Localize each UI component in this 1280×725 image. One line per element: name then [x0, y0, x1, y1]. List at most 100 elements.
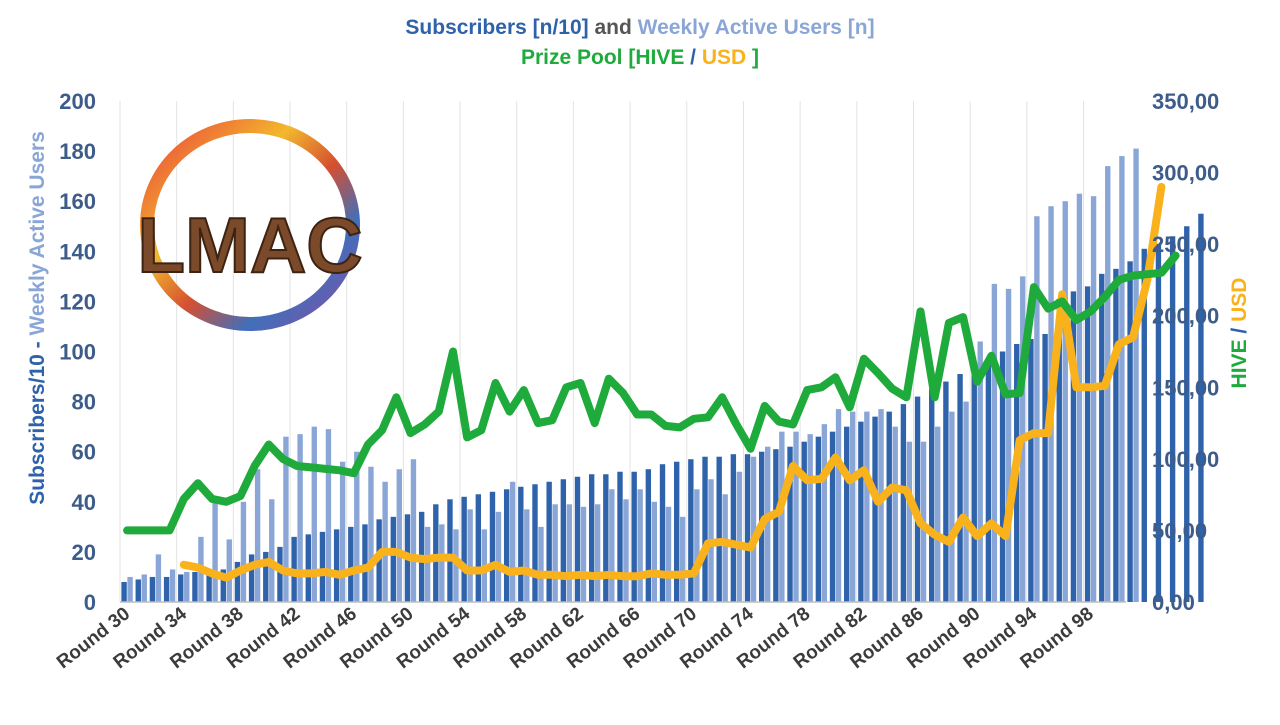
bar-weekly-active-users	[410, 459, 417, 602]
bar-weekly-active-users	[637, 489, 643, 602]
y-right-label-slash: /	[1228, 322, 1251, 340]
bar-weekly-active-users	[1034, 216, 1040, 603]
bar-weekly-active-users	[226, 539, 232, 602]
bar-subscribers	[673, 461, 680, 602]
bar-subscribers	[801, 441, 807, 602]
bar-weekly-active-users	[764, 446, 771, 602]
bar-subscribers	[390, 516, 396, 602]
bar-subscribers	[603, 474, 609, 602]
lmac-logo: LMAC	[136, 119, 364, 331]
bar-layer	[121, 148, 1204, 603]
y-left-label-wau: Weekly Active Users	[26, 131, 49, 335]
bar-weekly-active-users	[609, 489, 615, 602]
title-subscribers: Subscribers [n/10]	[405, 16, 588, 39]
bar-subscribers	[1056, 298, 1062, 602]
y-right-tick-label: 300,00	[1152, 161, 1219, 186]
title-usd: USD	[702, 46, 746, 69]
bar-subscribers	[121, 581, 127, 602]
bar-subscribers	[716, 456, 722, 602]
y-left-tick-label: 20	[72, 540, 96, 565]
bar-weekly-active-users	[850, 411, 856, 602]
lmac-logo-text: LMAC	[137, 201, 362, 289]
bar-subscribers	[489, 491, 496, 602]
bar-subscribers	[886, 411, 892, 602]
bar-subscribers	[730, 454, 737, 602]
bar-subscribers	[829, 431, 836, 602]
title-prize-pool: Prize Pool [	[521, 46, 635, 69]
bar-subscribers	[135, 579, 141, 602]
bar-subscribers	[447, 499, 453, 602]
bar-weekly-active-users	[169, 569, 176, 602]
bar-weekly-active-users	[1133, 148, 1139, 602]
bar-weekly-active-users	[538, 526, 544, 602]
bar-subscribers	[1113, 268, 1119, 602]
bar-weekly-active-users	[991, 283, 998, 602]
bar-subscribers	[1084, 286, 1091, 602]
lmac-ring-icon	[140, 119, 360, 331]
bar-subscribers	[1184, 226, 1190, 602]
bar-weekly-active-users	[878, 409, 884, 602]
bar-weekly-active-users	[694, 489, 700, 602]
bar-weekly-active-users	[467, 509, 473, 602]
bar-subscribers	[149, 576, 156, 602]
bar-subscribers	[333, 529, 340, 602]
y-left-tick-label: 100	[59, 340, 96, 365]
bar-subscribers	[319, 531, 326, 602]
bar-subscribers	[844, 426, 850, 602]
line-hive	[123, 251, 1180, 535]
bar-weekly-active-users	[623, 499, 629, 602]
bar-weekly-active-users	[977, 341, 983, 602]
bar-weekly-active-users	[1005, 288, 1012, 602]
bar-subscribers	[943, 381, 949, 602]
title-hive: HIVE	[635, 46, 684, 69]
bar-weekly-active-users	[382, 481, 388, 602]
y-left-tick-label: 160	[59, 189, 96, 214]
bar-subscribers	[178, 574, 184, 602]
bar-weekly-active-users	[1062, 201, 1068, 602]
y-axis-left-label: Subscribers/10 - Weekly Active Users	[26, 131, 49, 505]
bar-subscribers	[248, 554, 255, 602]
bar-subscribers	[659, 464, 666, 602]
bar-weekly-active-users	[779, 431, 785, 602]
line-layer	[123, 182, 1180, 582]
bar-subscribers	[461, 496, 467, 602]
bar-weekly-active-users	[906, 441, 913, 602]
y-right-label-hive: HIVE	[1228, 339, 1251, 388]
bar-subscribers	[744, 454, 751, 602]
bar-weekly-active-users	[1076, 193, 1083, 602]
y-left-tick-label: 60	[72, 440, 96, 465]
bar-weekly-active-users	[495, 511, 502, 602]
bar-weekly-active-users	[793, 431, 799, 602]
bar-weekly-active-users	[665, 506, 672, 602]
bar-subscribers	[914, 396, 921, 602]
bar-weekly-active-users	[892, 426, 898, 602]
bar-subscribers	[546, 481, 552, 602]
bar-weekly-active-users	[283, 436, 289, 602]
y-left-tick-label: 140	[59, 239, 96, 264]
bar-subscribers	[277, 546, 283, 602]
y-right-tick-label: 200,00	[1152, 304, 1219, 329]
y-right-tick-label: 50,00	[1152, 518, 1207, 543]
title-close: ]	[746, 46, 759, 69]
bar-subscribers	[1141, 248, 1147, 603]
bar-weekly-active-users	[325, 429, 332, 602]
bar-subscribers	[433, 504, 439, 602]
bar-subscribers	[858, 421, 864, 602]
bar-weekly-active-users	[1090, 196, 1097, 602]
bar-weekly-active-users	[594, 504, 601, 602]
y-axis-right-label: HIVE / USD	[1228, 278, 1251, 389]
bar-weekly-active-users	[722, 494, 728, 602]
bar-subscribers	[475, 494, 482, 602]
bar-weekly-active-users	[184, 571, 190, 602]
y-left-label-dash: -	[26, 336, 49, 355]
bar-subscribers	[872, 416, 878, 602]
bar-subscribers	[532, 484, 538, 602]
bar-weekly-active-users	[311, 426, 317, 602]
bar-weekly-active-users	[835, 409, 842, 602]
bar-weekly-active-users	[396, 469, 402, 602]
y-right-label-usd: USD	[1228, 278, 1251, 322]
y-right-tick-label: 250,00	[1152, 232, 1219, 257]
bar-weekly-active-users	[552, 504, 558, 602]
